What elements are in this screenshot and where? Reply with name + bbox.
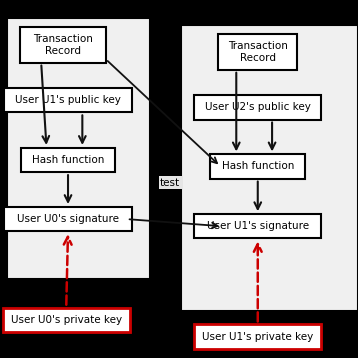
FancyBboxPatch shape <box>194 324 321 349</box>
FancyBboxPatch shape <box>5 88 132 112</box>
FancyBboxPatch shape <box>210 154 305 179</box>
FancyBboxPatch shape <box>194 95 321 120</box>
Text: User U2's public key: User U2's public key <box>205 102 311 112</box>
Text: User U1's public key: User U1's public key <box>15 95 121 105</box>
Text: User U1's private key: User U1's private key <box>202 332 313 342</box>
Text: User U0's signature: User U0's signature <box>17 214 119 224</box>
Text: Hash function: Hash function <box>222 161 294 171</box>
FancyBboxPatch shape <box>7 18 150 279</box>
FancyBboxPatch shape <box>181 25 358 311</box>
Text: User U0's private key: User U0's private key <box>11 315 122 325</box>
FancyBboxPatch shape <box>218 34 297 70</box>
FancyBboxPatch shape <box>20 148 115 172</box>
Text: Transaction
Record: Transaction Record <box>33 34 93 55</box>
Text: Transaction
Record: Transaction Record <box>228 41 288 63</box>
FancyBboxPatch shape <box>3 308 130 332</box>
Text: User U1's signature: User U1's signature <box>207 221 309 231</box>
FancyBboxPatch shape <box>5 207 132 231</box>
FancyBboxPatch shape <box>194 214 321 238</box>
FancyBboxPatch shape <box>20 27 106 63</box>
Text: Hash function: Hash function <box>32 155 104 165</box>
Text: test: test <box>160 178 180 188</box>
